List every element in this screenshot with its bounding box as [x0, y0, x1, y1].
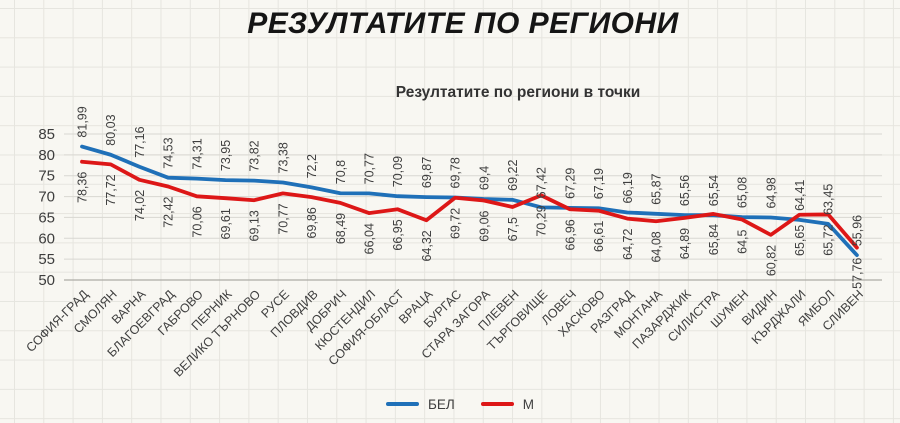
data-label: 64,98 [764, 177, 778, 208]
chart-legend: БЕЛ М [10, 395, 900, 413]
data-label: 66,61 [592, 221, 606, 252]
data-label: 74,53 [162, 137, 176, 168]
data-label: 67,5 [506, 217, 520, 241]
data-label: 64,5 [736, 229, 750, 253]
data-label: 69,06 [477, 210, 491, 241]
data-label: 72,42 [162, 196, 176, 227]
data-label: 66,95 [391, 219, 405, 250]
data-label: 69,78 [449, 157, 463, 188]
y-tick-label: 50 [38, 272, 55, 289]
gridlines [64, 133, 882, 281]
data-label: 81,99 [76, 106, 90, 137]
series-line-М [80, 159, 859, 250]
x-axis-labels: СОФИЯ-ГРАДСМОЛЯНВАРНАБЛАГОЕВГРАДГАБРОВОП… [23, 287, 866, 380]
data-label: 70,77 [363, 153, 377, 184]
data-label: 73,95 [219, 140, 233, 171]
legend-label-m: М [522, 396, 534, 412]
data-label: 64,89 [678, 228, 692, 259]
bel-line-swatch [386, 402, 419, 406]
data-label: 74,02 [133, 190, 147, 221]
data-label: 68,49 [334, 213, 348, 244]
data-label: 65,56 [678, 175, 692, 206]
data-label: 69,13 [248, 210, 262, 241]
data-label: 64,32 [420, 230, 434, 261]
data-label: 67,19 [592, 168, 606, 199]
data-label: 69,61 [219, 208, 233, 239]
data-label: 65,84 [707, 224, 721, 255]
y-tick-label: 75 [38, 168, 55, 185]
y-tick-label: 55 [38, 251, 55, 268]
data-label: 69,87 [420, 157, 434, 188]
legend-item-bel: БЕЛ [386, 397, 455, 412]
data-label: 70,09 [391, 156, 405, 187]
data-label: 70,06 [190, 206, 204, 237]
data-label: 74,31 [190, 138, 204, 169]
data-label: 65,72 [822, 224, 836, 255]
data-label: 60,82 [764, 245, 778, 276]
data-label: 73,82 [248, 140, 262, 171]
data-label: 55,96 [850, 215, 864, 246]
data-label: 69,4 [477, 166, 491, 190]
data-label: 70,77 [276, 203, 290, 234]
data-label: 77,16 [133, 126, 147, 157]
y-tick-label: 70 [38, 189, 55, 206]
data-label: 66,19 [621, 172, 635, 203]
m-line-swatch [480, 402, 514, 406]
data-label: 70,29 [535, 205, 549, 236]
data-label: 80,03 [104, 114, 118, 145]
data-label: 57,76 [850, 258, 864, 289]
data-label: 78,36 [76, 172, 90, 203]
data-label: 77,72 [104, 174, 118, 205]
y-axis-labels: 85 80 75 70 65 60 55 50 [38, 126, 55, 289]
data-label: 66,96 [563, 219, 577, 250]
data-label: 64,08 [650, 231, 664, 262]
data-label: 63,45 [822, 184, 836, 215]
data-label: 66,04 [363, 223, 377, 254]
legend-label-bel: БЕЛ [428, 396, 455, 412]
data-labels-БЕЛ: 81,99 80,03 77,16 74,53 74,31 73,95 73,82 73,38… [76, 106, 865, 246]
y-tick-label: 65 [38, 209, 55, 226]
data-label: 70,8 [334, 160, 348, 184]
data-label: 69,86 [305, 207, 319, 238]
data-label: 69,72 [449, 208, 463, 239]
chart-subtitle: Резултатите по региони в точки [395, 84, 641, 101]
data-label: 67,29 [563, 168, 577, 199]
data-label: 72,2 [305, 154, 319, 178]
data-label: 65,08 [736, 177, 750, 208]
data-label: 65,65 [793, 225, 807, 256]
data-label: 64,72 [621, 229, 635, 260]
data-label: 73,38 [276, 142, 290, 173]
y-tick-label: 80 [38, 147, 55, 164]
data-label: 65,54 [707, 175, 721, 206]
data-label: 69,22 [506, 160, 520, 191]
chart-title: РЕЗУЛТАТИТЕ ПО РЕГИОНИ [247, 7, 679, 40]
y-tick-label: 60 [38, 230, 55, 247]
data-label: 64,41 [793, 180, 807, 211]
data-label: 67,42 [535, 167, 549, 198]
data-labels-М: 78,36 77,72 74,02 72,42 70,06 69,61 69,13 70,77… [76, 172, 865, 289]
data-label: 65,87 [650, 173, 664, 204]
y-tick-label: 85 [38, 126, 55, 143]
legend-item-m: М [480, 396, 534, 412]
